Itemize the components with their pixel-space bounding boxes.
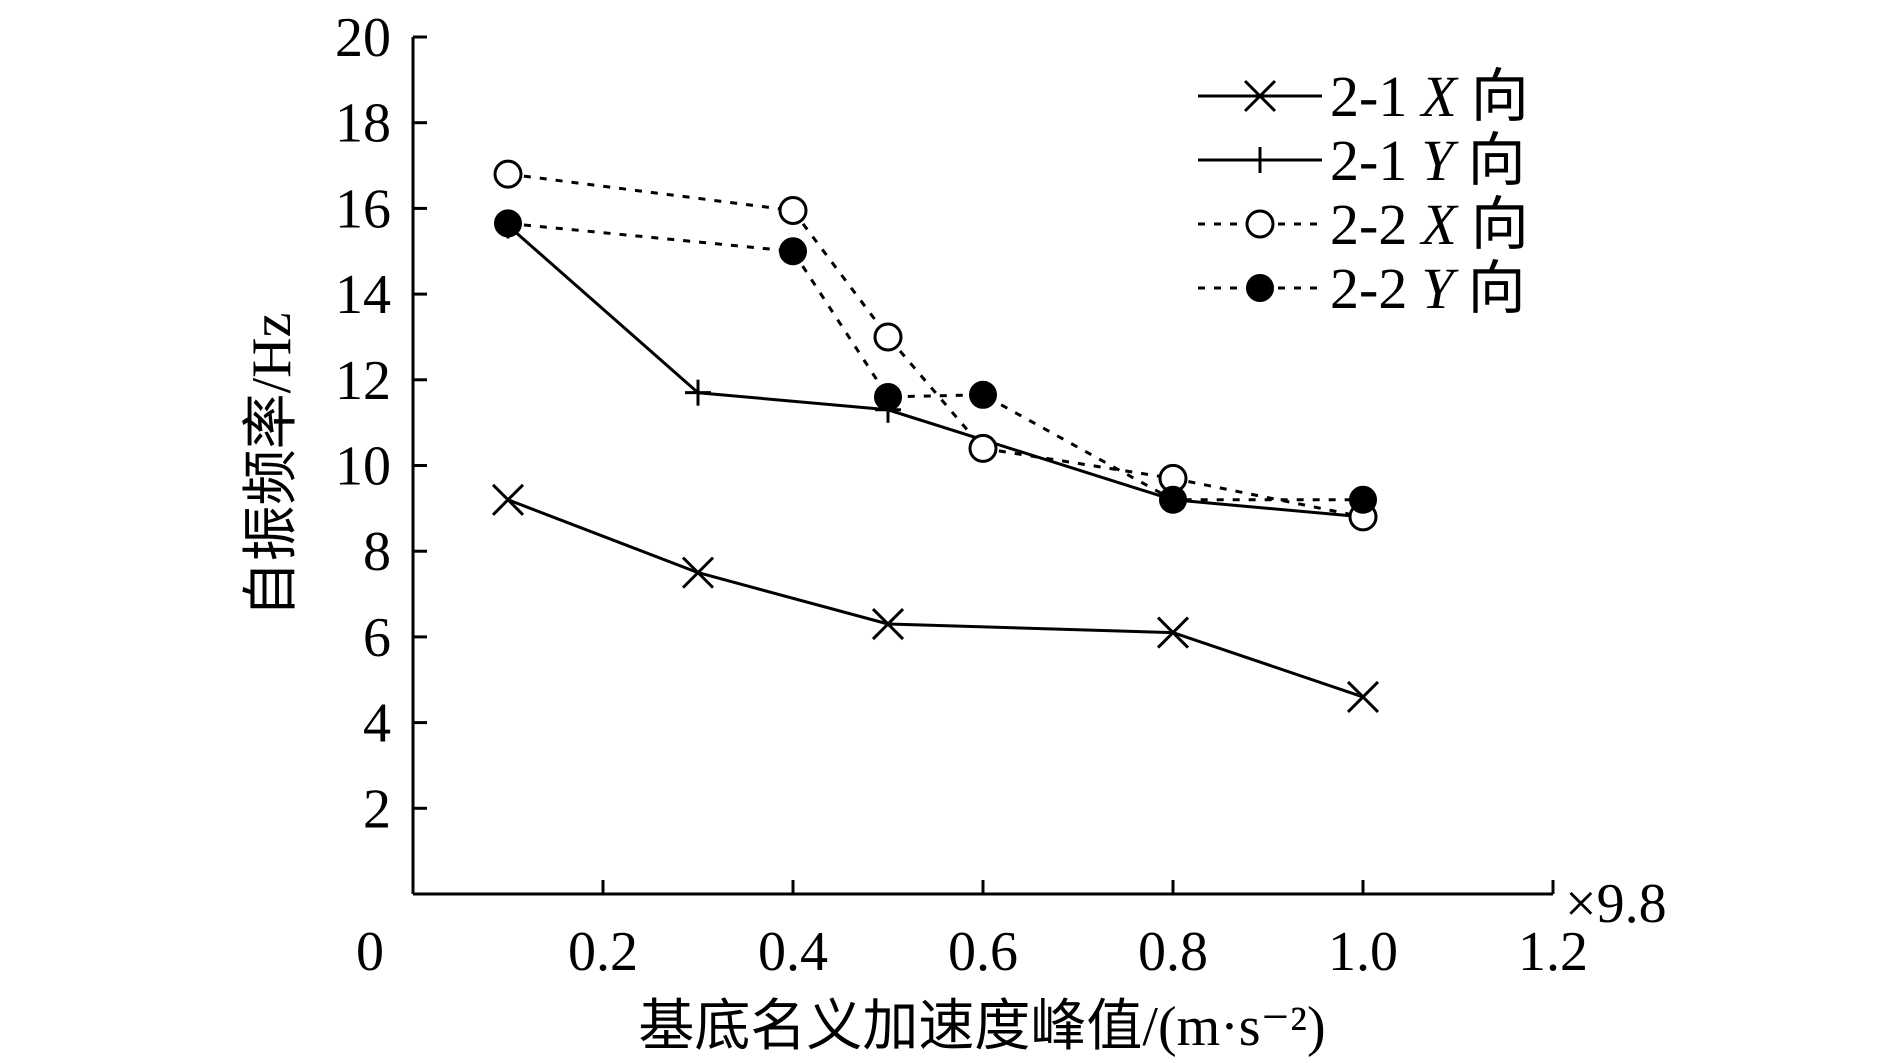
legend-item-2: 2-2 X 向 (1198, 192, 1529, 257)
x-tick-label: 0 (356, 921, 384, 983)
legend-item-1: 2-1 Y 向 (1198, 128, 1526, 193)
series-3-point (779, 237, 807, 266)
y-tick-label: 8 (363, 521, 391, 583)
series-2-point (873, 322, 903, 352)
series-3-point (494, 209, 522, 238)
y-tick-label: 4 (363, 693, 391, 755)
series-1-point (685, 379, 711, 406)
legend-item-3: 2-2 Y 向 (1198, 256, 1526, 321)
series-legend-3-point (1246, 274, 1274, 302)
legend-label: 2-2 X 向 (1330, 192, 1529, 257)
x-tick-label: 0.6 (948, 921, 1018, 983)
x-tick-label: 0.8 (1138, 921, 1208, 983)
series-2-point (778, 196, 808, 226)
legend-item-0: 2-1 X 向 (1198, 64, 1529, 129)
y-tick-label: 16 (335, 178, 391, 240)
x-axis-multiplier: ×9.8 (1565, 873, 1667, 935)
series-0-line (507, 498, 1364, 699)
series-legend-0-point (1243, 79, 1277, 113)
series-legend-1-point (1247, 147, 1273, 173)
y-axis-title: 自振频率/Hz (241, 313, 303, 618)
series-0-point (491, 483, 525, 516)
series-0-point (1156, 616, 1190, 649)
series-0-point (1346, 680, 1380, 713)
series-0-point (681, 556, 715, 589)
legend-label: 2-1 X 向 (1330, 64, 1529, 129)
y-tick-label: 2 (363, 778, 391, 840)
y-ticks-group: 2 4 6 8 10 12 14 16 18 20 (335, 7, 427, 840)
x-tick-label: 1.2 (1518, 921, 1588, 983)
legend-label: 2-1 Y 向 (1330, 128, 1526, 193)
series-2-point (968, 433, 998, 463)
series-legend-2-point (1245, 209, 1275, 239)
series-3 (494, 209, 1377, 514)
y-tick-label: 12 (335, 350, 391, 412)
series-3-line (507, 221, 1363, 502)
y-tick-label: 18 (335, 93, 391, 155)
x-tick-label: 1.0 (1328, 921, 1398, 983)
series-group (491, 159, 1380, 713)
x-tick-label: 0.4 (758, 921, 828, 983)
series-1 (495, 212, 1376, 530)
legend: 2-1 X 向2-1 Y 向2-2 X 向2-2 Y 向 (1198, 64, 1529, 321)
series-3-point (874, 382, 902, 411)
x-ticks-group: 0 0.2 0.4 0.6 0.8 1.0 1.2 (356, 880, 1588, 983)
series-2 (493, 159, 1378, 532)
series-0 (491, 483, 1380, 713)
y-tick-label: 20 (335, 7, 391, 69)
series-3-point (969, 380, 997, 409)
series-3-point (1159, 485, 1187, 514)
y-tick-label: 6 (363, 607, 391, 669)
series-3-point (1349, 485, 1377, 514)
legend-label: 2-2 Y 向 (1330, 256, 1526, 321)
series-1-line (507, 224, 1364, 519)
series-2-point (493, 159, 523, 189)
series-0-point (871, 607, 905, 641)
x-tick-label: 0.2 (568, 921, 638, 983)
x-axis-title: 基底名义加速度峰值/(m·s⁻²) (638, 996, 1325, 1058)
y-tick-label: 14 (335, 264, 391, 326)
series-2-line (507, 172, 1364, 519)
y-tick-label: 10 (335, 436, 391, 498)
